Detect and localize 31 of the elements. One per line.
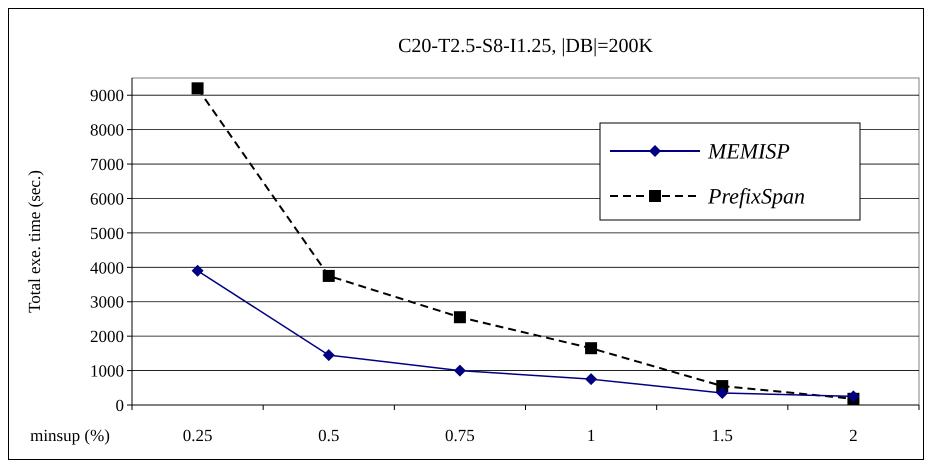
x-axis-title: minsup (%) [30,426,110,445]
y-tick-label: 0 [116,396,124,415]
point [585,342,598,354]
y-tick-label: 9000 [90,86,124,106]
y-tick-label: 4000 [90,258,124,278]
x-tick-label: 0.5 [318,426,340,445]
point [322,270,335,282]
y-tick-label: 5000 [90,224,124,243]
point [322,349,335,362]
y-tick-label: 8000 [90,120,124,140]
y-tick-label: 1000 [90,362,124,381]
point [847,390,860,402]
y-tick-label: 3000 [90,292,124,312]
y-axis-title: Total exe. time (sec.) [25,170,44,313]
y-tick-label: 7000 [90,155,124,174]
x-tick-label: 0.25 [182,426,212,445]
y-tick-label: 2000 [90,327,124,346]
legend-label: MEMISP [707,138,790,164]
x-tick-label: 1.5 [712,426,733,445]
point [585,373,598,386]
point [716,386,728,399]
point [454,364,466,377]
x-tick-label: 1 [586,426,596,445]
y-tick-label: 6000 [90,189,124,208]
chart-title: C20-T2.5-S8-I1.25, |DB|=200K [398,35,654,57]
x-tick-label: 0.75 [445,426,475,445]
point [192,264,204,277]
legend-label: PrefixSpan [707,184,805,209]
point [192,82,204,94]
x-tick-label: 2 [849,426,858,445]
point [454,311,466,324]
